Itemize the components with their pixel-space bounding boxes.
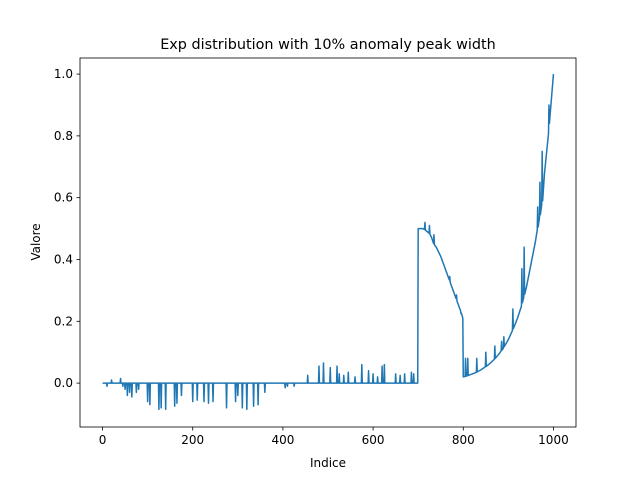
chart-title: Exp distribution with 10% anomaly peak w…: [160, 37, 496, 53]
x-tick-label: 400: [271, 433, 294, 447]
y-tick-label: 0.2: [54, 314, 73, 328]
y-tick-label: 0.4: [54, 252, 73, 266]
data-line: [102, 74, 555, 411]
x-tick-label: 600: [362, 433, 385, 447]
y-tick-label: 0.0: [54, 376, 73, 390]
x-tick-label: 200: [181, 433, 204, 447]
x-tick-label: 0: [99, 433, 107, 447]
plot-frame: [79, 57, 577, 428]
y-tick-label: 0.6: [54, 191, 73, 205]
x-tick-label: 800: [452, 433, 475, 447]
x-axis-label: Indice: [310, 456, 346, 470]
y-tick-label: 0.8: [54, 129, 73, 143]
y-tick-label: 1.0: [54, 67, 73, 81]
y-axis-label: Valore: [29, 223, 43, 260]
x-tick-label: 1000: [538, 433, 569, 447]
